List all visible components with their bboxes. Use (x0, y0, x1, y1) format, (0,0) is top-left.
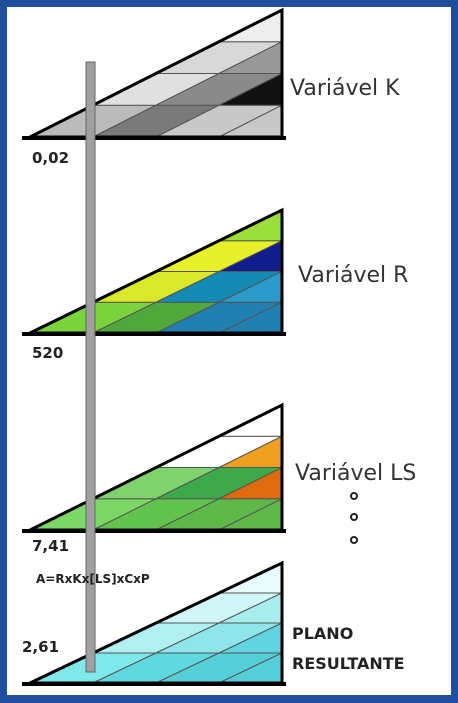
layer-label: Variável K (290, 76, 400, 101)
formula: A=RxKx[LS]xCxP (36, 572, 150, 586)
grid-cell (155, 73, 282, 106)
grid-cell (218, 622, 282, 654)
grid-cell (155, 498, 282, 530)
grid-cell (218, 301, 282, 333)
grid-cell (218, 73, 282, 106)
grid-cell (218, 498, 282, 530)
grid-cell (218, 652, 282, 683)
grid-cell (218, 41, 282, 74)
grid-cell (218, 435, 282, 468)
grid-cell (155, 301, 282, 333)
result-value: 2,61 (22, 638, 59, 656)
grid-cell (218, 467, 282, 500)
connector-bar (85, 61, 96, 673)
layer-label: Variável R (298, 263, 408, 288)
layer-value: 7,41 (32, 537, 69, 555)
grid-cell (155, 467, 282, 500)
grid-cell (155, 104, 282, 137)
grid-cell (218, 104, 282, 137)
layer-label: Variável LS (295, 461, 416, 486)
ellipsis-dots (350, 492, 358, 544)
grid-cell (218, 240, 282, 272)
grid-cell (155, 271, 282, 303)
grid-cell (218, 271, 282, 303)
grid-cell (155, 622, 282, 654)
layer-value: 0,02 (32, 149, 69, 167)
grid-cell (218, 592, 282, 624)
layer-value: 520 (32, 344, 63, 362)
result-label: RESULTANTE (292, 654, 405, 673)
grid-cell (155, 652, 282, 683)
result-label: PLANO (292, 624, 353, 643)
